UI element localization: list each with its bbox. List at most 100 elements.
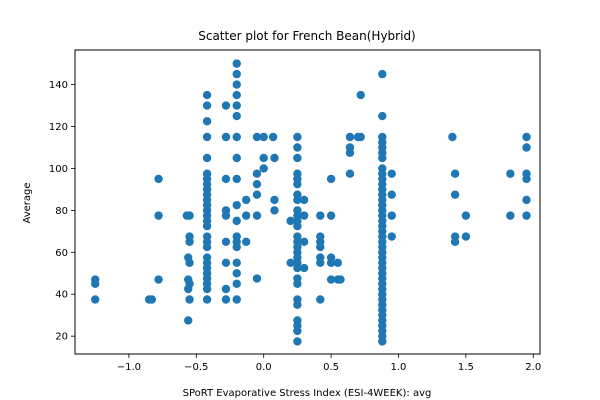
- scatter-point: [316, 211, 325, 220]
- y-tick-label: 20: [55, 332, 68, 343]
- x-tick-label: 0.5: [323, 362, 339, 373]
- scatter-point: [293, 300, 302, 309]
- scatter-point: [221, 132, 231, 142]
- scatter-point: [316, 258, 325, 267]
- scatter-point: [299, 263, 309, 273]
- scatter-point: [378, 111, 387, 121]
- scatter-point: [378, 337, 387, 346]
- scatter-point: [221, 174, 231, 184]
- scatter-point: [202, 90, 212, 100]
- scatter-point: [241, 195, 251, 205]
- scatter-point: [232, 80, 241, 89]
- scatter-point: [293, 326, 302, 336]
- scatter-point: [252, 274, 262, 283]
- scatter-point: [202, 117, 212, 126]
- scatter-point: [506, 169, 515, 178]
- y-tick-label: 120: [49, 122, 68, 133]
- scatter-point: [270, 206, 279, 215]
- scatter-point: [293, 337, 302, 346]
- scatter-point: [461, 232, 471, 241]
- scatter-point: [326, 275, 336, 284]
- chart-title: Scatter plot for French Bean(Hybrid): [198, 29, 416, 43]
- scatter-point: [202, 295, 212, 304]
- scatter-point: [185, 237, 194, 247]
- scatter-point: [326, 211, 336, 220]
- scatter-point: [345, 132, 355, 142]
- scatter-point: [185, 211, 194, 220]
- scatter-point: [345, 148, 355, 157]
- y-tick-label: 100: [49, 164, 68, 175]
- scatter-point: [241, 211, 251, 220]
- scatter-point: [356, 132, 365, 142]
- scatter-point: [221, 237, 231, 247]
- x-tick-label: −1.0: [117, 362, 141, 373]
- scatter-point: [450, 169, 460, 178]
- x-tick-label: 0.0: [256, 362, 272, 373]
- scatter-point: [147, 295, 157, 304]
- scatter-point: [387, 232, 396, 241]
- scatter-point: [252, 211, 262, 220]
- y-tick-label: 40: [55, 290, 68, 301]
- scatter-point: [326, 258, 336, 267]
- scatter-point: [345, 169, 355, 178]
- scatter-point: [232, 269, 241, 278]
- scatter-point: [232, 216, 241, 226]
- scatter-point: [232, 90, 241, 100]
- scatter-point: [232, 295, 241, 304]
- y-tick-label: 60: [55, 248, 68, 259]
- scatter-point: [316, 295, 325, 304]
- scatter-point: [378, 153, 387, 163]
- scatter-point: [356, 90, 365, 100]
- scatter-point: [293, 195, 302, 205]
- scatter-point: [293, 132, 302, 142]
- scatter-point: [293, 263, 302, 273]
- x-axis-label: SPoRT Evaporative Stress Index (ESI-4WEE…: [183, 388, 432, 399]
- points-layer: [91, 59, 531, 346]
- x-tick-label: 1.0: [391, 362, 407, 373]
- scatter-point: [232, 59, 241, 68]
- scatter-point: [221, 295, 231, 304]
- scatter-point: [202, 101, 212, 110]
- scatter-point: [252, 132, 262, 142]
- scatter-point: [293, 179, 302, 189]
- scatter-point: [202, 153, 212, 163]
- scatter-point: [232, 153, 241, 163]
- x-axis-ticks: −1.0 −0.5 0.0 0.5 1.0 1.5 2.0: [117, 354, 541, 373]
- scatter-point: [221, 101, 231, 110]
- scatter-point: [232, 174, 241, 184]
- scatter-point: [461, 211, 471, 220]
- scatter-point: [448, 132, 457, 142]
- scatter-point: [185, 295, 194, 304]
- scatter-point: [259, 164, 268, 173]
- scatter-point: [232, 258, 241, 267]
- scatter-point: [259, 132, 268, 142]
- scatter-point: [336, 275, 345, 284]
- scatter-point: [241, 237, 251, 247]
- scatter-point: [202, 284, 212, 294]
- scatter-point: [252, 190, 262, 199]
- scatter-point: [522, 174, 531, 184]
- x-tick-label: 1.5: [458, 362, 474, 373]
- scatter-point: [378, 69, 387, 79]
- x-tick-label: −0.5: [184, 362, 208, 373]
- scatter-point: [299, 195, 309, 205]
- scatter-point: [252, 179, 262, 189]
- scatter-point: [286, 216, 295, 226]
- scatter-point: [522, 211, 531, 220]
- scatter-point: [326, 174, 336, 184]
- scatter-point: [232, 279, 241, 288]
- y-tick-label: 140: [49, 80, 68, 91]
- scatter-point: [221, 284, 231, 294]
- scatter-point: [221, 258, 231, 267]
- scatter-point: [270, 195, 279, 205]
- scatter-point: [184, 284, 193, 294]
- scatter-point: [522, 143, 531, 152]
- scatter-point: [299, 211, 309, 220]
- scatter-point: [333, 258, 343, 267]
- scatter-point: [202, 221, 212, 231]
- scatter-point: [316, 242, 325, 252]
- scatter-point: [522, 132, 531, 142]
- scatter-point: [387, 211, 396, 220]
- y-axis-label: Average: [22, 182, 33, 223]
